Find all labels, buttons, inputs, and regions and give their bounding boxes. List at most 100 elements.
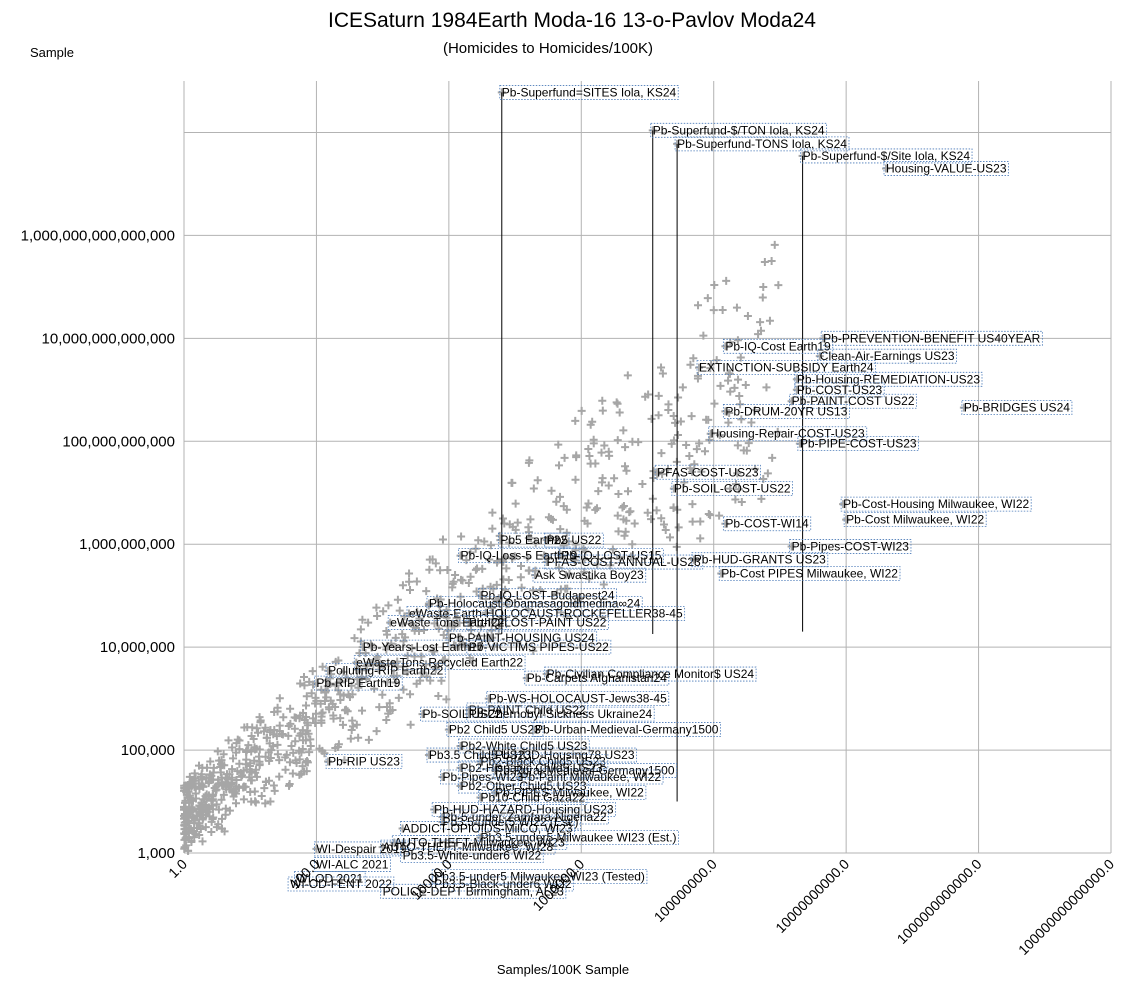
y-tick-label: 1,000,000,000 [79, 536, 175, 553]
data-label-box [524, 670, 670, 686]
data-point-marker [290, 724, 299, 733]
data-point-marker [279, 713, 288, 722]
data-label-box [420, 706, 504, 722]
data-point-marker [201, 823, 210, 832]
data-point-marker [513, 638, 522, 647]
data-point-marker [464, 578, 473, 587]
data-label-box [486, 691, 670, 706]
data-point-marker [356, 664, 365, 673]
data-point-marker [307, 689, 316, 698]
data-point-marker [751, 464, 760, 473]
data-label: Pb-Paint Milwaukee, WI22 [517, 769, 664, 785]
data-point-marker [630, 519, 639, 528]
data-point-marker [339, 667, 348, 676]
data-point-marker [464, 710, 473, 719]
data-point-marker [256, 716, 265, 725]
data-label-box [696, 360, 876, 375]
data-point-marker [504, 576, 513, 585]
data-point-marker [724, 418, 733, 427]
data-point-marker [308, 667, 317, 676]
data-point-marker [318, 662, 327, 671]
data-point-marker [466, 548, 475, 557]
data-label-box [458, 760, 605, 776]
data-point-marker [710, 399, 719, 408]
data-point-marker [364, 618, 373, 627]
data-point-marker [768, 453, 777, 462]
data-point-marker [721, 342, 730, 351]
data-label-text: Pb-HUD-GRANTS US23 [694, 553, 826, 567]
data-point-marker [735, 391, 744, 400]
data-label-box [708, 426, 868, 442]
data-point-marker [433, 594, 442, 603]
data-point-marker [336, 678, 345, 687]
data-label: Pb3.5-under5 Milwaukee WI23 (Est.) [478, 830, 679, 845]
data-point-marker [406, 690, 415, 699]
data-point-marker [391, 643, 400, 652]
data-point-marker [352, 658, 361, 667]
data-point-marker [273, 740, 282, 749]
data-point-marker [416, 676, 425, 685]
data-label-box [674, 136, 850, 152]
data-point-marker [354, 733, 363, 742]
data-label-box [466, 639, 612, 655]
data-point-marker [542, 558, 551, 567]
data-label-text: Pb-DRUM-20YR US13 [725, 404, 847, 418]
data-point-marker [536, 586, 545, 595]
data-point-marker [338, 720, 347, 729]
y-axis-title: Sample [30, 45, 74, 60]
data-point-marker [353, 675, 362, 684]
data-point-marker [352, 720, 361, 729]
data-point-marker [346, 734, 355, 743]
y-tick-labels: 1,000 100,000 10,000,000 1,000,000,000 100,0… [21, 227, 175, 862]
data-point-marker [456, 741, 465, 750]
data-label-text: Pb-SOIL US22 [423, 707, 502, 721]
data-label: Pb-IQ-LOST-US15 [558, 548, 664, 564]
data-label: Pb-Superfund-$/TON Iola, KS24 [650, 122, 828, 138]
data-point-marker [182, 818, 191, 827]
data-point-marker [321, 687, 330, 696]
data-point-marker [228, 765, 237, 774]
data-label-text: Pb-Carpets Afghanistan24 [527, 671, 667, 685]
data-point-marker [734, 485, 743, 494]
data-label: eWaste Tons Earth22 [387, 615, 507, 630]
data-point-marker [303, 757, 312, 766]
data-point-marker [417, 652, 426, 661]
data-point-marker [688, 517, 697, 526]
data-point-marker [284, 731, 293, 740]
data-point-marker [398, 581, 407, 590]
data-point-marker [418, 668, 427, 677]
data-point-marker [718, 306, 727, 315]
data-point-marker [706, 429, 715, 438]
data-label: Pb-IQ-Loss-5 Earth19 [458, 548, 580, 564]
data-point-marker [706, 511, 715, 520]
data-point-marker [207, 827, 216, 836]
data-point-marker [443, 626, 452, 635]
data-point-marker [731, 495, 740, 504]
data-point-marker [462, 556, 471, 565]
data-point-marker [213, 747, 222, 756]
data-point-marker [180, 813, 189, 822]
data-label-text: Clean-Air-Earnings US23 [820, 349, 955, 363]
data-point-marker [317, 712, 326, 721]
data-point-marker [693, 371, 702, 380]
data-point-marker [413, 607, 422, 616]
data-point-marker [619, 501, 628, 510]
data-point-marker [570, 556, 579, 565]
data-point-marker [296, 679, 305, 688]
data-point-marker [301, 758, 310, 767]
data-point-marker [255, 745, 264, 754]
data-point-marker [664, 400, 673, 409]
data-point-marker [366, 640, 375, 649]
data-point-marker [673, 430, 682, 439]
data-point-marker [710, 280, 719, 289]
data-point-marker [533, 476, 542, 485]
data-point-marker [438, 535, 447, 544]
data-point-marker [513, 518, 522, 527]
data-point-marker [614, 490, 623, 499]
data-point-marker [692, 445, 701, 454]
data-point-marker [554, 440, 563, 449]
data-label-box [800, 148, 973, 164]
data-point-marker [305, 748, 314, 757]
data-point-marker [331, 657, 340, 666]
data-point-marker [739, 446, 748, 455]
